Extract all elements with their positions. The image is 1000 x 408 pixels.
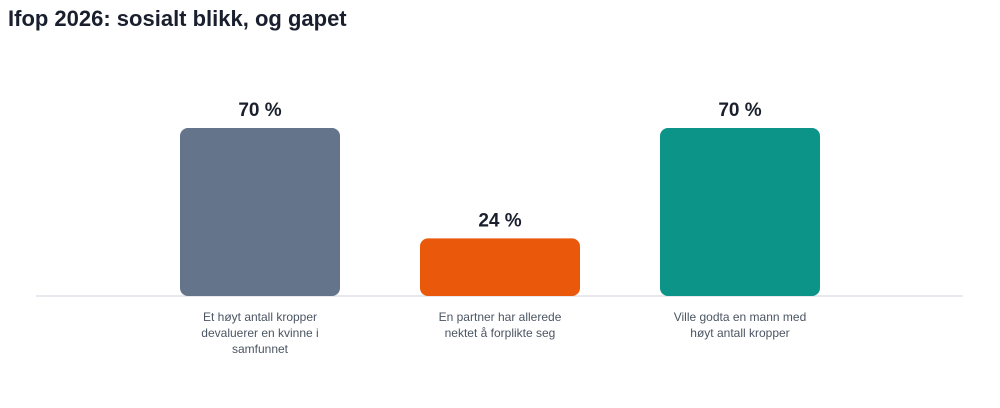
x-tick-label: Ville godta en mann med høyt antall krop…	[673, 310, 807, 340]
bar	[180, 128, 340, 296]
bar	[420, 238, 580, 296]
value-label: 70 %	[238, 100, 281, 121]
x-tick-label: Et høyt antall kropper devaluerer en kvi…	[201, 310, 319, 356]
chart-title: Ifop 2026: sosialt blikk, og gapet	[8, 6, 347, 31]
x-tick-label: En partner har allerede nektet å forplik…	[438, 310, 562, 340]
bar	[660, 128, 820, 296]
value-label: 24 %	[478, 210, 521, 231]
value-label: 70 %	[718, 100, 761, 121]
